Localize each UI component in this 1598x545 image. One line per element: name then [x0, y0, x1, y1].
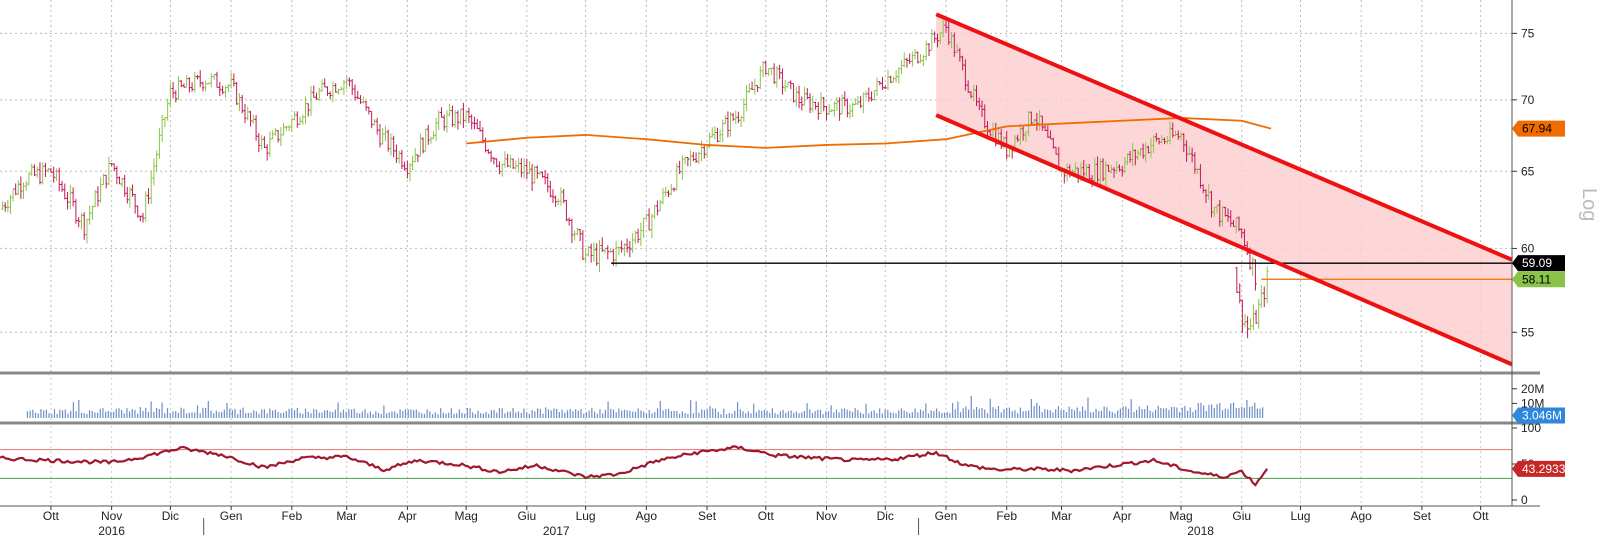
month-tick-label: Lug: [1290, 509, 1310, 523]
month-tick-label: Mar: [1051, 509, 1072, 523]
last-value-badge-label: 58.11: [1522, 272, 1551, 286]
rsi-last-value-badge: 43.2933: [1512, 460, 1566, 477]
rsi-last-value-badge-label: 43.2933: [1522, 462, 1566, 476]
month-tick-label: Ago: [636, 509, 658, 523]
month-tick-label: Ott: [43, 509, 60, 523]
month-tick-label: Dic: [162, 509, 179, 523]
moving-average-line: [466, 117, 1272, 149]
rsi-tick-label: 0: [1521, 493, 1528, 507]
month-tick-label: Mag: [1169, 509, 1192, 523]
month-tick-label: Giu: [1232, 509, 1251, 523]
volume-last-value-badge-label: 3.046M: [1522, 409, 1562, 423]
price-layer: [1, 18, 1269, 339]
month-tick-label: Gen: [220, 509, 243, 523]
price-tick-label: 70: [1521, 93, 1535, 107]
badge-layer: 67.94 59.09 58.11 3.046M 43.2933: [1512, 120, 1566, 477]
last-value-badge-label: 59.09: [1522, 256, 1552, 270]
scale-label: Log: [1578, 188, 1598, 221]
month-tick-label: Set: [1413, 509, 1432, 523]
last-value-badge-shape: [1512, 120, 1565, 137]
month-tick-label: Nov: [101, 509, 122, 523]
overlay-layer: [466, 12, 1513, 367]
last-value-badge: 59.09: [1512, 255, 1565, 272]
month-tick-label: Feb: [281, 509, 302, 523]
volume-tick-label: 10M: [1521, 396, 1544, 410]
month-tick-label: Ago: [1351, 509, 1373, 523]
price-tick-label: 55: [1521, 325, 1535, 339]
month-tick-label: Gen: [935, 509, 958, 523]
month-tick-label: Giu: [518, 509, 537, 523]
year-label: 2018: [1187, 524, 1214, 538]
rsi-last-value-badge-shape: [1512, 460, 1565, 477]
volume-tick-label: 20M: [1521, 382, 1544, 396]
year-label: 2017: [543, 524, 570, 538]
month-tick-label: Ott: [1473, 509, 1490, 523]
month-tick-label: Ott: [758, 509, 775, 523]
rsi-line: [0, 445, 1269, 487]
price-tick-label: 75: [1521, 26, 1535, 40]
last-value-badge: 58.11: [1512, 271, 1565, 288]
last-value-badge-shape: [1512, 271, 1565, 288]
month-tick-label: Mag: [454, 509, 477, 523]
volume-layer: [26, 395, 1264, 418]
volume-last-value-badge-shape: [1512, 407, 1565, 424]
month-tick-label: Apr: [398, 509, 417, 523]
price-tick-label: 65: [1521, 164, 1535, 178]
month-tick-label: Apr: [1113, 509, 1132, 523]
month-tick-label: Feb: [996, 509, 1017, 523]
month-tick-label: Dic: [877, 509, 894, 523]
last-value-badge-label: 67.94: [1522, 122, 1552, 136]
volume-last-value-badge: 3.046M: [1512, 407, 1565, 424]
month-tick-label: Set: [698, 509, 717, 523]
channel-lower-line: [935, 113, 1513, 367]
channel-fill: [936, 14, 1512, 365]
price-tick-label: 60: [1521, 241, 1535, 255]
month-tick-label: Nov: [816, 509, 837, 523]
axis-layer: 556065707510M20M050100OttNovDicGenFebMar…: [0, 0, 1544, 538]
month-tick-label: Mar: [336, 509, 357, 523]
channel-upper-line: [935, 12, 1513, 262]
channel-layer: [936, 14, 1512, 365]
last-value-badge-shape: [1512, 255, 1565, 272]
last-value-badge: 67.94: [1512, 120, 1565, 137]
rsi-tick-label: 100: [1521, 421, 1541, 435]
month-tick-label: Lug: [576, 509, 596, 523]
rsi-layer: [0, 445, 1512, 487]
year-label: 2016: [98, 524, 125, 538]
